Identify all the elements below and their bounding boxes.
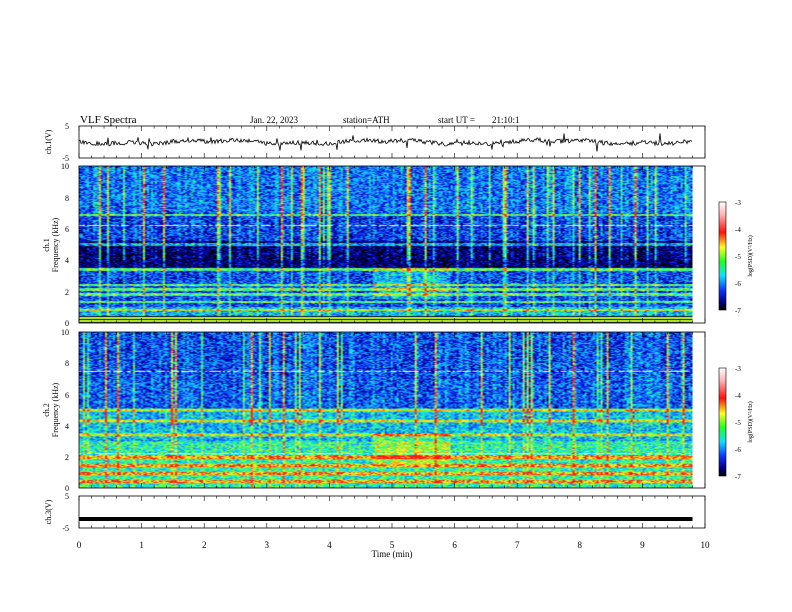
time-tick-label: 6 bbox=[452, 540, 457, 550]
ch1-spectrogram-ylabel-ch: ch.1 bbox=[42, 238, 51, 252]
ch1-cb-tick-4: -4 bbox=[735, 226, 741, 234]
ch1-ytick-4: 4 bbox=[65, 256, 69, 265]
ch2-cb-tick-5: -5 bbox=[735, 419, 741, 427]
ch2-ytick-10: 10 bbox=[61, 328, 69, 337]
time-tick-label: 0 bbox=[77, 540, 82, 550]
ch2-colorbar: -3 -4 -5 -6 -7 log(PSD)(V²/Hz) bbox=[718, 365, 754, 481]
ch2-spectrogram-panel: 0 2 4 6 8 10 ch.2 Frequency (kHz) bbox=[42, 328, 706, 493]
ch3-waveform-ylabel: ch.3(V) bbox=[44, 499, 53, 524]
ch2-spectrogram-ylabel-ch: ch.2 bbox=[42, 403, 51, 417]
time-tick-label: 1 bbox=[139, 540, 144, 550]
time-tick-label: 4 bbox=[327, 540, 332, 550]
ch2-ytick-8: 8 bbox=[65, 359, 69, 368]
ch3-waveform-panel: 5 -5 ch.3(V) bbox=[44, 492, 706, 533]
time-tick-label: 5 bbox=[390, 540, 395, 550]
ch2-frequency-ticks: 0 2 4 6 8 10 bbox=[61, 328, 69, 493]
ch1-waveform-ylabel: ch.1(V) bbox=[44, 129, 53, 154]
ch1-cb-tick-3: -3 bbox=[735, 199, 741, 207]
station-label: station=ATH bbox=[343, 115, 390, 125]
ch1-colorbar-label: log(PSD)(V²/Hz) bbox=[747, 235, 754, 276]
ch2-cb-tick-4: -4 bbox=[735, 392, 741, 400]
date-label: Jan. 22, 2023 bbox=[250, 115, 298, 125]
ch1-spectrogram-ylabel-freq: Frequency (kHz) bbox=[51, 217, 60, 272]
time-axis-ticks bbox=[78, 126, 706, 528]
ch3-ytick-top: 5 bbox=[65, 492, 69, 501]
ch1-ytick-2: 2 bbox=[65, 288, 69, 297]
start-time: 21:10:1 bbox=[492, 115, 520, 125]
ch1-ytick-10: 10 bbox=[61, 162, 69, 171]
ch2-ytick-4: 4 bbox=[65, 422, 69, 431]
ch1-ytick-8: 8 bbox=[65, 194, 69, 203]
time-tick-label: 8 bbox=[578, 540, 583, 550]
time-axis-labels: 0 1 2 3 4 5 6 7 8 9 10 bbox=[77, 540, 710, 550]
time-tick-label: 7 bbox=[515, 540, 520, 550]
start-label: start UT = bbox=[438, 115, 475, 125]
ch2-cb-tick-7: -7 bbox=[735, 473, 741, 481]
ch1-waveform-trace bbox=[78, 133, 693, 152]
ch1-ytick-0: 0 bbox=[65, 319, 69, 328]
ch3-ytick-bottom: -5 bbox=[62, 524, 69, 533]
ch1-waveform-panel: 5 -5 ch.1(V) bbox=[44, 122, 706, 163]
ch2-ytick-6: 6 bbox=[65, 391, 69, 400]
ch1-frequency-ticks: 0 2 4 6 8 10 bbox=[61, 162, 69, 328]
time-tick-label: 2 bbox=[202, 540, 207, 550]
ch1-colorbar-bar bbox=[718, 201, 727, 311]
time-tick-label: 10 bbox=[701, 540, 711, 550]
ch2-ytick-0: 0 bbox=[65, 484, 69, 493]
ch1-spectrogram-panel: 0 2 4 6 8 10 ch.1 Frequency (kHz) bbox=[42, 162, 706, 328]
ch2-colorbar-bar bbox=[718, 367, 727, 477]
ch2-spectrogram-ylabel-freq: Frequency (kHz) bbox=[51, 382, 60, 437]
ch2-cb-tick-6: -6 bbox=[735, 446, 741, 454]
ch2-colorbar-label: log(PSD)(V²/Hz) bbox=[747, 401, 754, 442]
time-axis-label: Time (min) bbox=[372, 549, 413, 559]
ch2-ytick-2: 2 bbox=[65, 453, 69, 462]
ch1-ytick-6: 6 bbox=[65, 225, 69, 234]
ch1-colorbar: -3 -4 -5 -6 -7 log(PSD)(V²/Hz) bbox=[718, 199, 754, 315]
figure-title: VLF Spectra bbox=[80, 114, 137, 126]
ch1-ytick-top: 5 bbox=[65, 122, 69, 131]
ch1-spectrogram-image bbox=[79, 166, 693, 323]
ch2-cb-tick-3: -3 bbox=[735, 365, 741, 373]
ch1-ytick-bottom: -5 bbox=[62, 154, 69, 163]
ch1-cb-tick-5: -5 bbox=[735, 253, 741, 261]
ch1-cb-tick-6: -6 bbox=[735, 280, 741, 288]
ch2-spectrogram-image bbox=[79, 332, 693, 488]
time-tick-label: 3 bbox=[265, 540, 270, 550]
ch3-waveform-trace bbox=[79, 517, 693, 521]
time-tick-label: 9 bbox=[640, 540, 645, 550]
ch1-cb-tick-7: -7 bbox=[735, 307, 741, 315]
